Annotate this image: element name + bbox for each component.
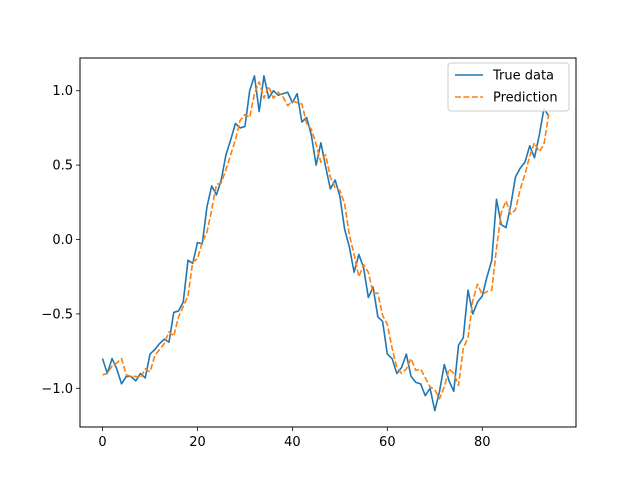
- series-line-prediction: [102, 81, 550, 400]
- x-tick-label: 20: [189, 435, 206, 450]
- plot-frame: [79, 57, 577, 428]
- y-tick-label: −1.0: [41, 382, 73, 397]
- x-tick-label: 40: [284, 435, 301, 450]
- legend-label-true-data: True data: [492, 69, 554, 84]
- y-tick-label: 1.0: [52, 84, 73, 99]
- y-tick-label: −0.5: [41, 307, 73, 322]
- legend: True data Prediction: [447, 62, 570, 112]
- x-axis: 0 20 40 60 80: [98, 427, 491, 450]
- series-layer: [101, 75, 550, 412]
- y-axis: −1.0 −0.5 0.0 0.5 1.0: [41, 84, 80, 397]
- x-tick-label: 80: [474, 435, 491, 450]
- legend-label-prediction: Prediction: [493, 91, 558, 106]
- y-tick-label: 0.5: [52, 159, 73, 174]
- x-tick-label: 60: [379, 435, 396, 450]
- x-tick-label: 0: [98, 435, 106, 450]
- series-line-true-data: [101, 75, 550, 412]
- y-tick-label: 0.0: [52, 233, 73, 248]
